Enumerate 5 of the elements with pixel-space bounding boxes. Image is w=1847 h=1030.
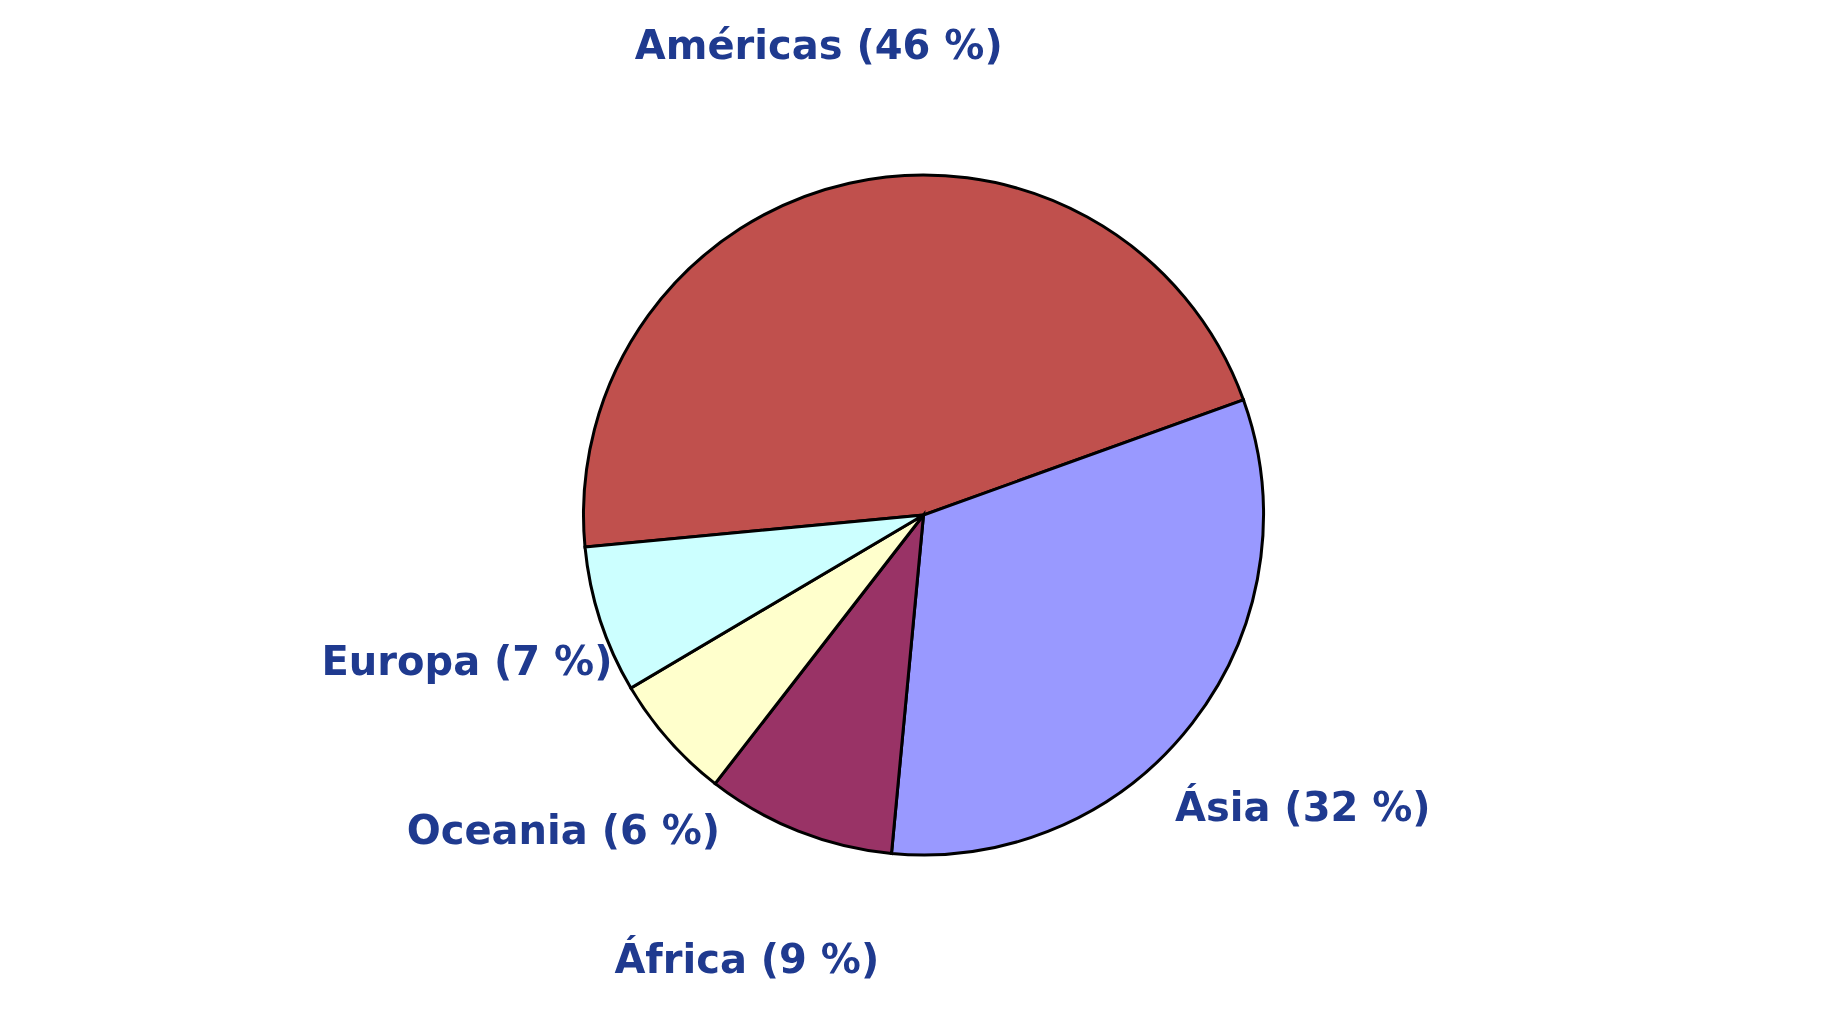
slice-label: Oceania (6 %) xyxy=(406,807,721,854)
slice-label: Europa (7 %) xyxy=(321,638,613,685)
slice-label: África (9 %) xyxy=(614,935,880,983)
slice-label: Américas (46 %) xyxy=(634,21,1003,68)
slice-label: Ásia (32 %) xyxy=(1174,783,1431,831)
